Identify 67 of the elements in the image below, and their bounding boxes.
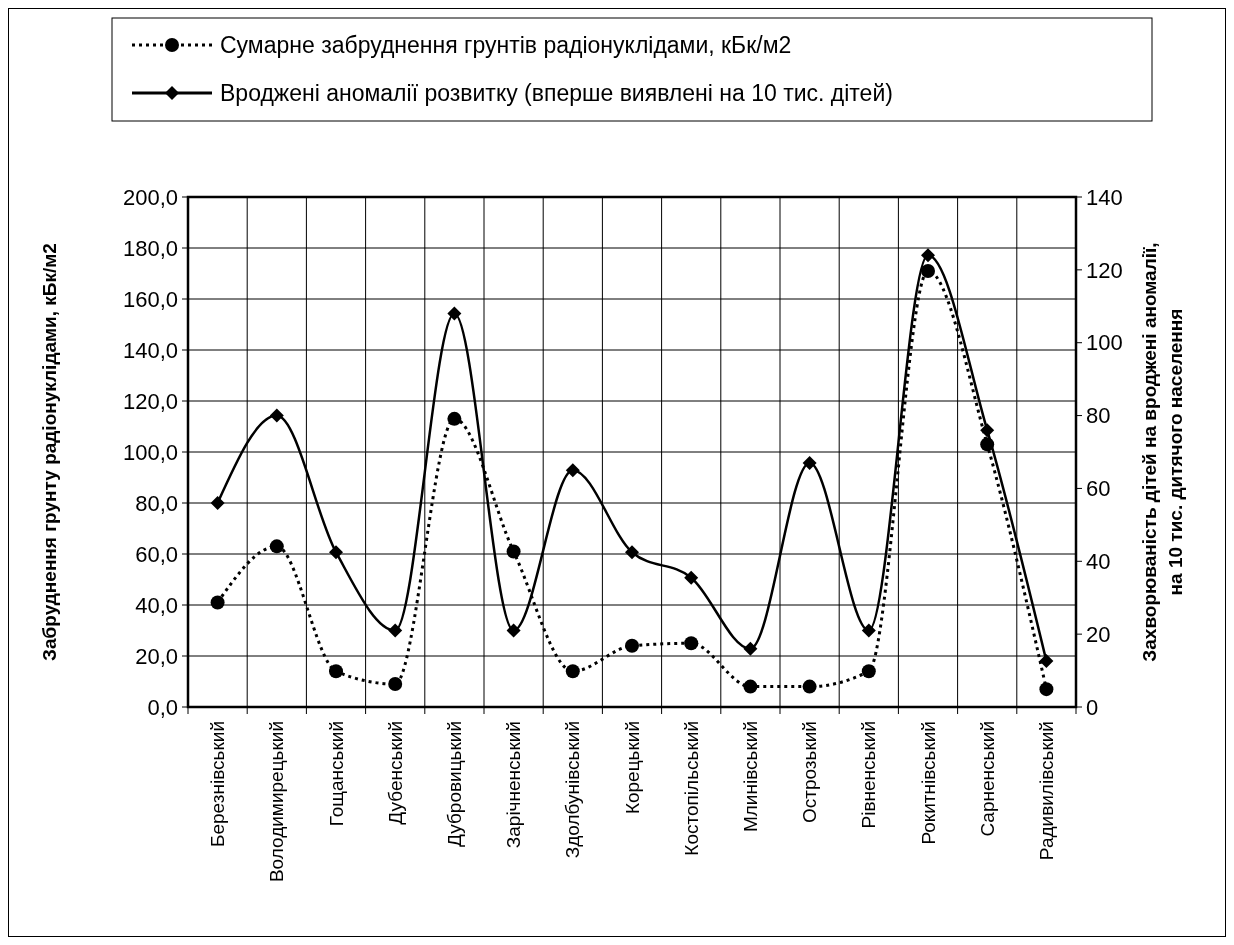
y-tick-label: 60,0: [135, 541, 178, 567]
x-tick-label: Здолбунівський: [562, 721, 584, 859]
point: [1039, 682, 1054, 697]
y-tick-label: 160,0: [122, 286, 178, 312]
x-tick-label: Острозький: [799, 721, 821, 824]
x-tick-label: Млинівський: [740, 721, 762, 833]
x-tick-label: Дубенський: [384, 721, 406, 825]
point: [802, 679, 817, 694]
y2-tick-label: 0: [1086, 694, 1099, 720]
y2-tick-label: 60: [1086, 476, 1111, 502]
x-tick-label: Костопільський: [680, 721, 702, 856]
point: [743, 641, 758, 656]
legend-label: Сумарне забруднення грунтів радіонуклідами, кБк/м2: [220, 32, 792, 59]
x-tick-label: Корецький: [621, 721, 643, 815]
y-tick-label: 80,0: [135, 490, 178, 516]
y-tick-label: 20,0: [135, 643, 178, 669]
point: [329, 545, 343, 560]
point: [625, 638, 639, 653]
point: [743, 679, 758, 694]
x-tick-label: Березнівський: [207, 721, 229, 847]
point: [329, 664, 343, 679]
y2-tick-label: 20: [1086, 621, 1111, 647]
y2-tick-label: 80: [1086, 403, 1111, 429]
x-tick-label: Сарненський: [976, 721, 998, 837]
x-tick-label: Дубровицький: [444, 721, 466, 848]
x-tick-label: Гощанський: [325, 721, 347, 827]
point: [388, 623, 403, 638]
point: [1039, 654, 1054, 669]
y2-tick-label: 140: [1086, 184, 1123, 210]
point: [625, 545, 639, 560]
y-axis-title: Забруднення грунту радіонуклідами, кБк/м2: [39, 243, 60, 661]
y-tick-label: 100,0: [122, 439, 178, 465]
y-tick-label: 0,0: [147, 694, 178, 720]
point: [980, 423, 995, 438]
point: [861, 623, 876, 638]
x-tick-label: Володимирецький: [266, 721, 288, 883]
legend-label: Вроджені аномалії розвитку (вперше виявлені на 10 тис. дітей): [220, 80, 893, 107]
point: [921, 263, 935, 278]
y2-tick-label: 100: [1086, 330, 1123, 356]
point: [565, 463, 580, 478]
point: [861, 664, 876, 679]
point: [269, 539, 284, 554]
y-tick-label: 120,0: [122, 388, 178, 414]
y-tick-label: 180,0: [122, 235, 178, 261]
point: [269, 408, 284, 423]
y2-tick-label: 120: [1086, 257, 1123, 283]
y-tick-label: 40,0: [135, 592, 178, 618]
y-tick-label: 140,0: [122, 337, 178, 363]
point: [506, 623, 521, 638]
point: [447, 411, 462, 426]
y2-tick-label: 40: [1086, 548, 1111, 574]
y-tick-label: 200,0: [122, 184, 178, 210]
x-tick-label: Рокитнівський: [917, 721, 939, 845]
point: [447, 306, 462, 321]
y2-axis-title: Захворюваність дітей на вроджені аномалії, на 10 тис. дитячого населення: [1139, 242, 1186, 662]
x-tick-label: Радивилівський: [1036, 721, 1058, 861]
point: [210, 496, 225, 510]
point: [565, 664, 580, 679]
x-tick-label: Зарічненський: [503, 721, 525, 849]
x-tick-label: Рівненський: [858, 721, 880, 829]
point: [684, 570, 699, 585]
point: [210, 595, 225, 610]
point: [921, 248, 935, 263]
point: [684, 636, 699, 651]
point: [802, 455, 817, 470]
point: [506, 544, 521, 559]
point: [388, 677, 403, 692]
